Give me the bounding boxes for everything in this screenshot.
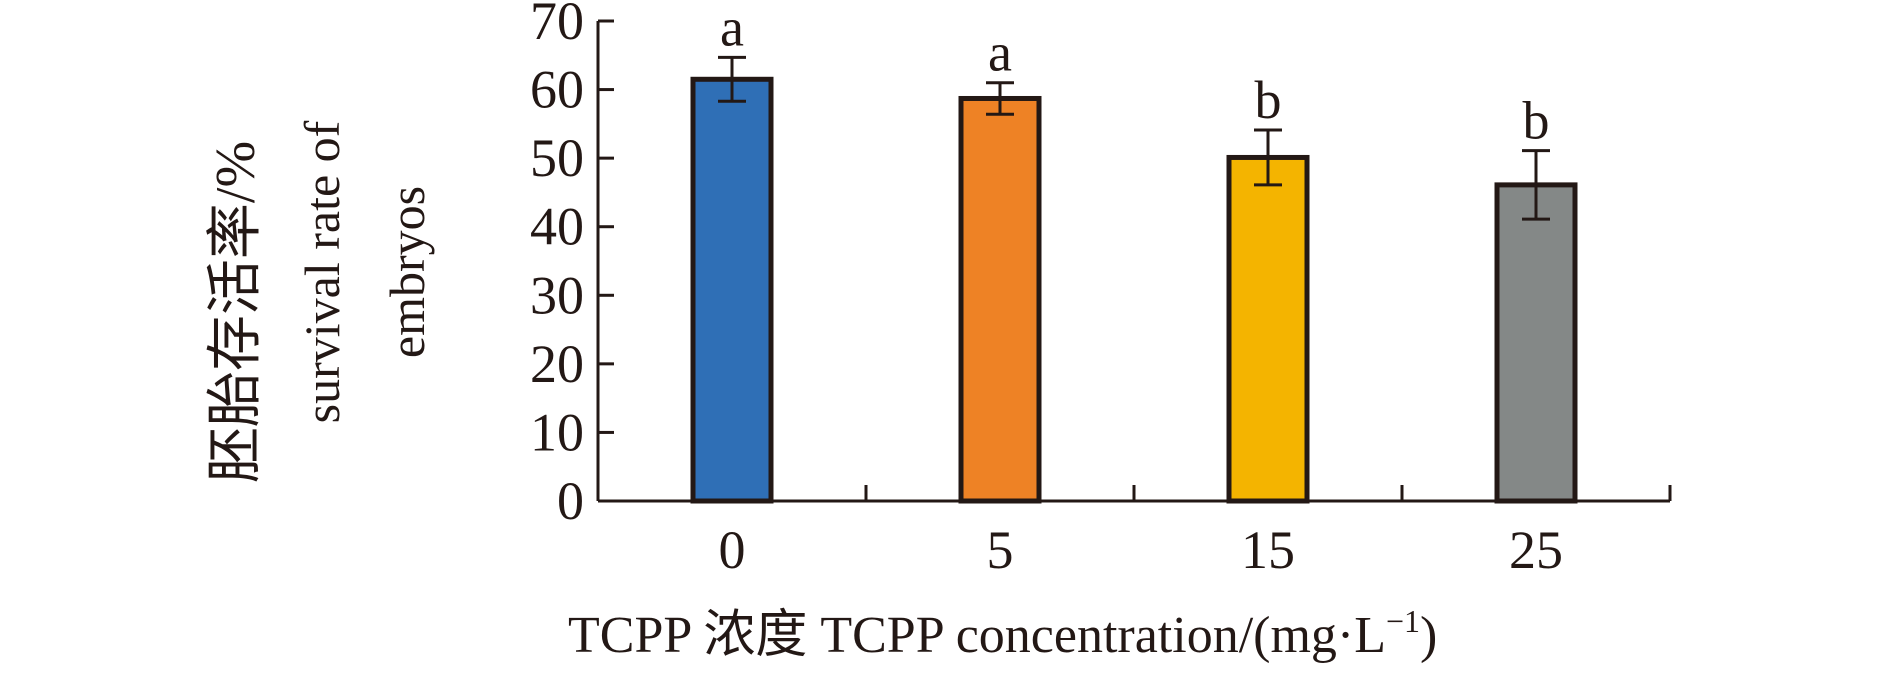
- x-tick-label: 0: [719, 520, 746, 580]
- significance-label: a: [720, 0, 744, 57]
- x-axis-label: TCPP 浓度 TCPP concentration/(mg·L−1): [568, 603, 1437, 664]
- y-axis-label-en-line2: embryos: [379, 186, 435, 358]
- bar-0: [690, 76, 774, 504]
- y-tick-label: 30: [530, 265, 584, 325]
- x-axis-label-superscript: −1: [1386, 603, 1420, 639]
- x-tick-label: 5: [987, 520, 1014, 580]
- x-axis-label-main: TCPP 浓度 TCPP concentration/(mg·L: [568, 607, 1386, 664]
- y-tick-label: 70: [530, 0, 584, 51]
- significance-label: b: [1255, 70, 1282, 130]
- x-axis-label-close: ): [1420, 607, 1437, 664]
- bar-5: [958, 95, 1042, 504]
- significance-label: a: [988, 23, 1012, 83]
- y-axis-label-en-line1: survival rate of: [294, 120, 350, 423]
- y-tick-label: 20: [530, 334, 584, 394]
- significance-label: b: [1523, 91, 1550, 151]
- y-tick-label: 40: [530, 197, 584, 257]
- bar-25: [1494, 182, 1578, 504]
- x-tick-label: 15: [1241, 520, 1295, 580]
- y-axis-label-zh: 胚胎存活率/%: [205, 141, 267, 483]
- y-tick-label: 50: [530, 128, 584, 188]
- x-tick-label: 25: [1509, 520, 1563, 580]
- y-tick-label: 0: [557, 471, 584, 531]
- y-tick-label: 60: [530, 60, 584, 120]
- plot-area: a a b b: [596, 0, 1670, 504]
- bar-15: [1226, 154, 1310, 504]
- y-axis-ticks: 0 10 20 30 40 50 60 70: [530, 0, 614, 531]
- y-tick-label: 10: [530, 402, 584, 462]
- x-axis-ticks: 0 5 15 25: [719, 485, 1672, 580]
